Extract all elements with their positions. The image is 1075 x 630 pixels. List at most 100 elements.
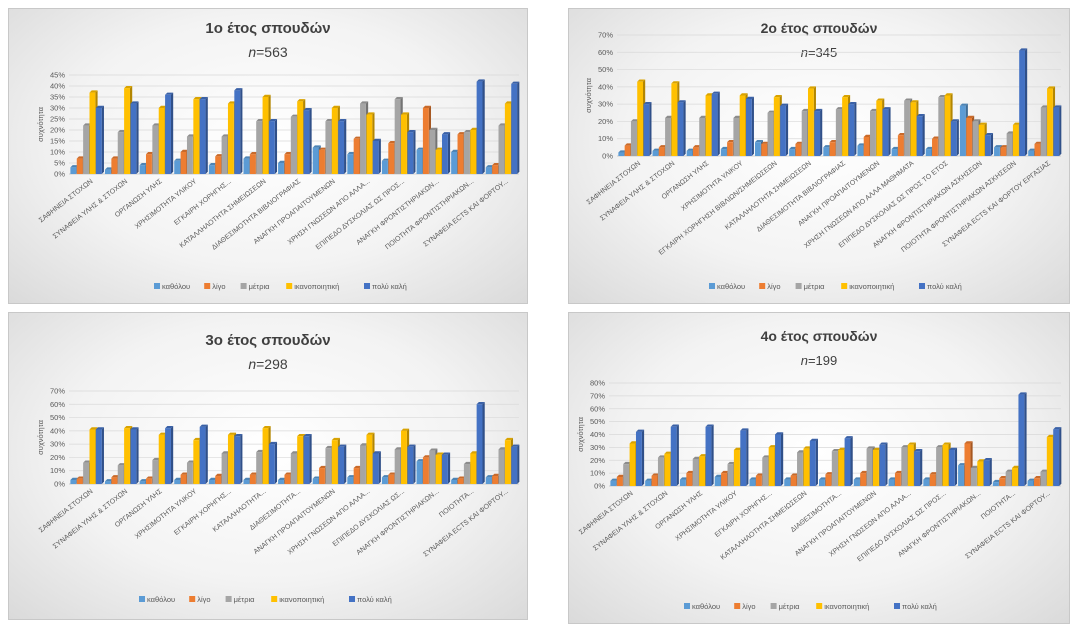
bar-side bbox=[274, 441, 278, 484]
bar bbox=[476, 81, 483, 174]
bar bbox=[234, 436, 241, 484]
bar-top bbox=[888, 477, 897, 480]
bar bbox=[872, 449, 879, 486]
bar bbox=[623, 464, 630, 486]
bar bbox=[111, 158, 118, 174]
bar bbox=[435, 454, 442, 484]
chart-panel-year-1: 1ο έτος σπουδών n=563 0% 5% 10% 15% 20% 25% 30% 3… bbox=[8, 8, 528, 304]
y-tick-label: 60% bbox=[590, 404, 605, 413]
bar-top bbox=[429, 127, 438, 130]
bar-top bbox=[152, 123, 161, 126]
bar-side bbox=[1059, 105, 1062, 156]
bar bbox=[901, 447, 908, 486]
y-tick-label: 40% bbox=[50, 426, 65, 435]
bar-top bbox=[353, 136, 362, 139]
bar-side bbox=[954, 447, 958, 486]
bar-top bbox=[872, 447, 882, 450]
bar bbox=[733, 449, 740, 486]
bar bbox=[888, 479, 895, 486]
legend-label: μέτρια bbox=[234, 595, 256, 604]
bar-top bbox=[923, 477, 932, 480]
bar bbox=[1034, 478, 1040, 486]
bar-top bbox=[959, 103, 968, 106]
bar bbox=[319, 149, 325, 174]
bar bbox=[1034, 143, 1041, 156]
bar bbox=[721, 473, 727, 486]
bar bbox=[303, 436, 310, 484]
bar bbox=[773, 97, 780, 156]
bar bbox=[208, 165, 215, 174]
bar bbox=[463, 132, 470, 174]
bar bbox=[1012, 467, 1018, 486]
bar bbox=[347, 477, 354, 484]
bar bbox=[290, 453, 297, 484]
bar bbox=[657, 457, 664, 486]
legend-swatch bbox=[759, 283, 766, 289]
bar-top bbox=[83, 123, 92, 126]
bar-top bbox=[1027, 478, 1036, 481]
bar-side bbox=[990, 133, 994, 156]
bar-top bbox=[1047, 86, 1056, 89]
bar-top bbox=[492, 162, 501, 166]
bar bbox=[754, 142, 761, 156]
bar-top bbox=[312, 145, 321, 148]
bar bbox=[671, 83, 678, 156]
bar-top bbox=[372, 451, 381, 454]
bar bbox=[819, 479, 825, 486]
x-category-label: ΧΡΗΣΙΜΟΤΗΤΑ ΥΛΙΚΟΥ bbox=[674, 490, 739, 543]
bar-top bbox=[70, 477, 79, 481]
bar bbox=[193, 440, 200, 484]
bar-top bbox=[504, 101, 513, 104]
bar-top bbox=[721, 470, 730, 474]
bar-top bbox=[630, 119, 639, 122]
bar bbox=[801, 111, 808, 156]
bar-top bbox=[262, 94, 271, 97]
chart-svg-year-1: 1ο έτος σπουδών n=563 0% 5% 10% 15% 20% 25% 30% 3… bbox=[36, 20, 520, 291]
bar bbox=[353, 468, 360, 484]
bar bbox=[950, 121, 957, 156]
bar bbox=[476, 404, 483, 484]
bar bbox=[319, 468, 325, 484]
bar bbox=[353, 138, 360, 174]
bar bbox=[992, 482, 999, 486]
bar bbox=[767, 112, 774, 156]
bar-top bbox=[111, 475, 120, 478]
y-tick-label: 30% bbox=[50, 104, 65, 113]
bar-top bbox=[1046, 434, 1055, 438]
bar-top bbox=[234, 433, 243, 437]
y-axis-label: συχνότητα bbox=[584, 77, 593, 112]
bar-side bbox=[136, 101, 139, 174]
y-tick-label: 45% bbox=[50, 71, 65, 80]
bar-top bbox=[692, 456, 701, 459]
bar bbox=[692, 458, 699, 486]
bar-top bbox=[485, 475, 494, 478]
bar-top bbox=[234, 88, 243, 91]
bar-top bbox=[353, 465, 362, 469]
bar bbox=[658, 147, 665, 156]
bar bbox=[124, 88, 130, 174]
bar-side bbox=[888, 107, 891, 156]
bar bbox=[720, 149, 727, 156]
bar bbox=[145, 154, 152, 174]
bar-top bbox=[1000, 145, 1009, 148]
legend-item-5: πολύ καλή bbox=[349, 595, 392, 604]
bar bbox=[372, 141, 379, 174]
legend-swatch bbox=[816, 603, 823, 609]
bar-side bbox=[854, 101, 857, 156]
bar-top bbox=[879, 442, 888, 445]
bar bbox=[745, 98, 752, 156]
legend-item-2: λίγο bbox=[734, 602, 756, 611]
bar bbox=[186, 136, 193, 174]
bar bbox=[1028, 150, 1034, 156]
bar bbox=[733, 117, 740, 156]
bar bbox=[227, 434, 234, 484]
legend-label: πολύ καλή bbox=[902, 602, 937, 611]
bar-top bbox=[407, 444, 416, 447]
legend-item-5: πολύ καλή bbox=[364, 282, 407, 291]
bar-top bbox=[256, 449, 265, 453]
bar-top bbox=[297, 433, 306, 437]
bar bbox=[665, 117, 671, 156]
bar-top bbox=[476, 402, 485, 405]
bar bbox=[325, 448, 332, 484]
bar-side bbox=[170, 92, 174, 174]
